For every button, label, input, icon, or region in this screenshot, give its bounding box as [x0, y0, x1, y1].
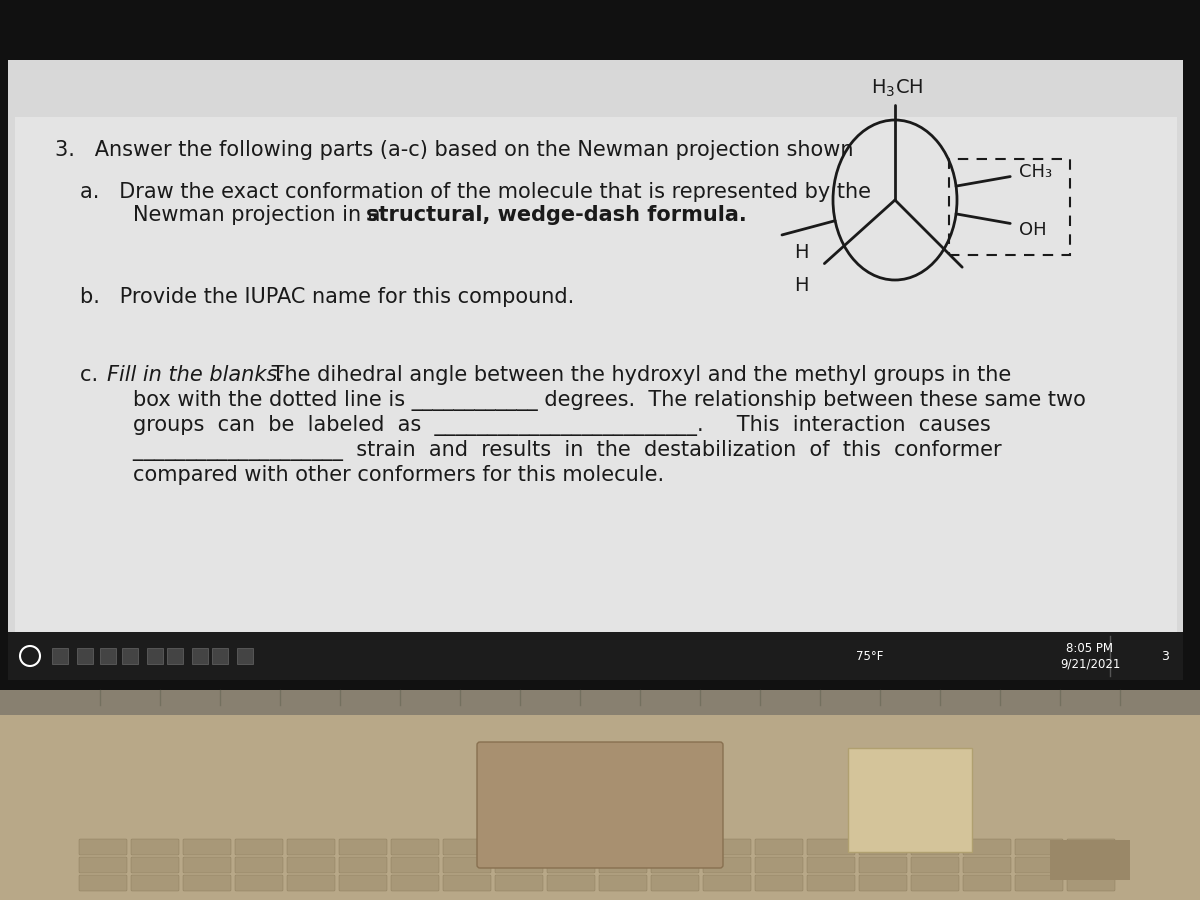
FancyBboxPatch shape: [340, 875, 386, 891]
FancyBboxPatch shape: [911, 857, 959, 873]
FancyBboxPatch shape: [703, 857, 751, 873]
Bar: [8, 632, 1183, 680]
FancyBboxPatch shape: [859, 875, 907, 891]
FancyBboxPatch shape: [911, 839, 959, 855]
FancyBboxPatch shape: [599, 857, 647, 873]
Bar: [192, 648, 208, 664]
FancyBboxPatch shape: [848, 748, 972, 852]
FancyBboxPatch shape: [599, 875, 647, 891]
FancyBboxPatch shape: [79, 839, 127, 855]
FancyBboxPatch shape: [478, 742, 722, 868]
Text: groups  can  be  labeled  as  _________________________.     This  interaction  : groups can be labeled as _______________…: [80, 415, 991, 436]
Text: box with the dotted line is ____________ degrees.  The relationship between thes: box with the dotted line is ____________…: [80, 390, 1086, 411]
Text: structural, wedge-dash formula.: structural, wedge-dash formula.: [366, 205, 746, 225]
Bar: [52, 648, 68, 664]
FancyBboxPatch shape: [547, 857, 595, 873]
FancyBboxPatch shape: [391, 857, 439, 873]
FancyBboxPatch shape: [650, 857, 698, 873]
FancyBboxPatch shape: [443, 875, 491, 891]
Text: ____________________  strain  and  results  in  the  destabilization  of  this  : ____________________ strain and results …: [80, 440, 1002, 461]
Bar: [0, 690, 1200, 900]
Text: compared with other conformers for this molecule.: compared with other conformers for this …: [80, 465, 664, 485]
Text: 3.   Answer the following parts (a-c) based on the Newman projection shown: 3. Answer the following parts (a-c) base…: [55, 140, 853, 160]
FancyBboxPatch shape: [755, 839, 803, 855]
Text: 75°F: 75°F: [857, 650, 883, 662]
FancyBboxPatch shape: [1015, 875, 1063, 891]
Text: H: H: [794, 276, 809, 295]
Text: 8:05 PM: 8:05 PM: [1067, 642, 1114, 654]
FancyBboxPatch shape: [496, 875, 542, 891]
Bar: [1050, 840, 1130, 880]
FancyBboxPatch shape: [808, 875, 854, 891]
FancyBboxPatch shape: [1015, 839, 1063, 855]
FancyBboxPatch shape: [287, 839, 335, 855]
Bar: [148, 648, 163, 664]
FancyBboxPatch shape: [859, 857, 907, 873]
Bar: [77, 648, 94, 664]
FancyBboxPatch shape: [340, 839, 386, 855]
FancyBboxPatch shape: [703, 875, 751, 891]
Text: OH: OH: [1019, 221, 1046, 239]
FancyBboxPatch shape: [1067, 875, 1115, 891]
FancyBboxPatch shape: [755, 875, 803, 891]
Text: 3: 3: [1162, 650, 1169, 662]
Text: H$_3$CH: H$_3$CH: [871, 77, 923, 99]
Bar: [0, 685, 1200, 715]
FancyBboxPatch shape: [1015, 857, 1063, 873]
FancyBboxPatch shape: [808, 839, 854, 855]
FancyBboxPatch shape: [131, 875, 179, 891]
FancyBboxPatch shape: [340, 857, 386, 873]
Bar: [8, 60, 1183, 680]
FancyBboxPatch shape: [496, 839, 542, 855]
Text: Fill in the blanks:: Fill in the blanks:: [107, 365, 284, 385]
FancyBboxPatch shape: [1067, 839, 1115, 855]
FancyBboxPatch shape: [703, 839, 751, 855]
FancyBboxPatch shape: [443, 839, 491, 855]
FancyBboxPatch shape: [964, 839, 1010, 855]
Bar: [238, 648, 253, 664]
FancyBboxPatch shape: [547, 839, 595, 855]
Text: a.   Draw the exact conformation of the molecule that is represented by the: a. Draw the exact conformation of the mo…: [80, 182, 871, 202]
Text: 9/21/2021: 9/21/2021: [1060, 658, 1120, 670]
FancyBboxPatch shape: [79, 857, 127, 873]
FancyBboxPatch shape: [964, 857, 1010, 873]
FancyBboxPatch shape: [911, 875, 959, 891]
FancyBboxPatch shape: [182, 857, 230, 873]
Text: CH₃: CH₃: [1019, 163, 1052, 181]
Text: The dihedral angle between the hydroxyl and the methyl groups in the: The dihedral angle between the hydroxyl …: [265, 365, 1012, 385]
FancyBboxPatch shape: [182, 839, 230, 855]
FancyBboxPatch shape: [547, 875, 595, 891]
Text: H: H: [794, 243, 809, 262]
FancyBboxPatch shape: [235, 857, 283, 873]
FancyBboxPatch shape: [650, 875, 698, 891]
FancyBboxPatch shape: [79, 875, 127, 891]
FancyBboxPatch shape: [182, 875, 230, 891]
FancyBboxPatch shape: [964, 875, 1010, 891]
FancyBboxPatch shape: [650, 839, 698, 855]
FancyBboxPatch shape: [443, 857, 491, 873]
FancyBboxPatch shape: [755, 857, 803, 873]
Text: b.   Provide the IUPAC name for this compound.: b. Provide the IUPAC name for this compo…: [80, 287, 575, 307]
Text: c.: c.: [80, 365, 118, 385]
FancyBboxPatch shape: [287, 857, 335, 873]
Bar: [14, 117, 1177, 672]
Bar: [122, 648, 138, 664]
Bar: [212, 648, 228, 664]
FancyBboxPatch shape: [496, 857, 542, 873]
FancyBboxPatch shape: [599, 839, 647, 855]
FancyBboxPatch shape: [287, 875, 335, 891]
FancyBboxPatch shape: [1067, 857, 1115, 873]
Bar: [100, 648, 116, 664]
FancyBboxPatch shape: [131, 857, 179, 873]
FancyBboxPatch shape: [808, 857, 854, 873]
FancyBboxPatch shape: [235, 839, 283, 855]
FancyBboxPatch shape: [131, 839, 179, 855]
Bar: [167, 648, 182, 664]
FancyBboxPatch shape: [859, 839, 907, 855]
Text: Newman projection in a: Newman projection in a: [80, 205, 388, 225]
Bar: [0, 0, 1200, 690]
FancyBboxPatch shape: [391, 839, 439, 855]
FancyBboxPatch shape: [235, 875, 283, 891]
FancyBboxPatch shape: [391, 875, 439, 891]
